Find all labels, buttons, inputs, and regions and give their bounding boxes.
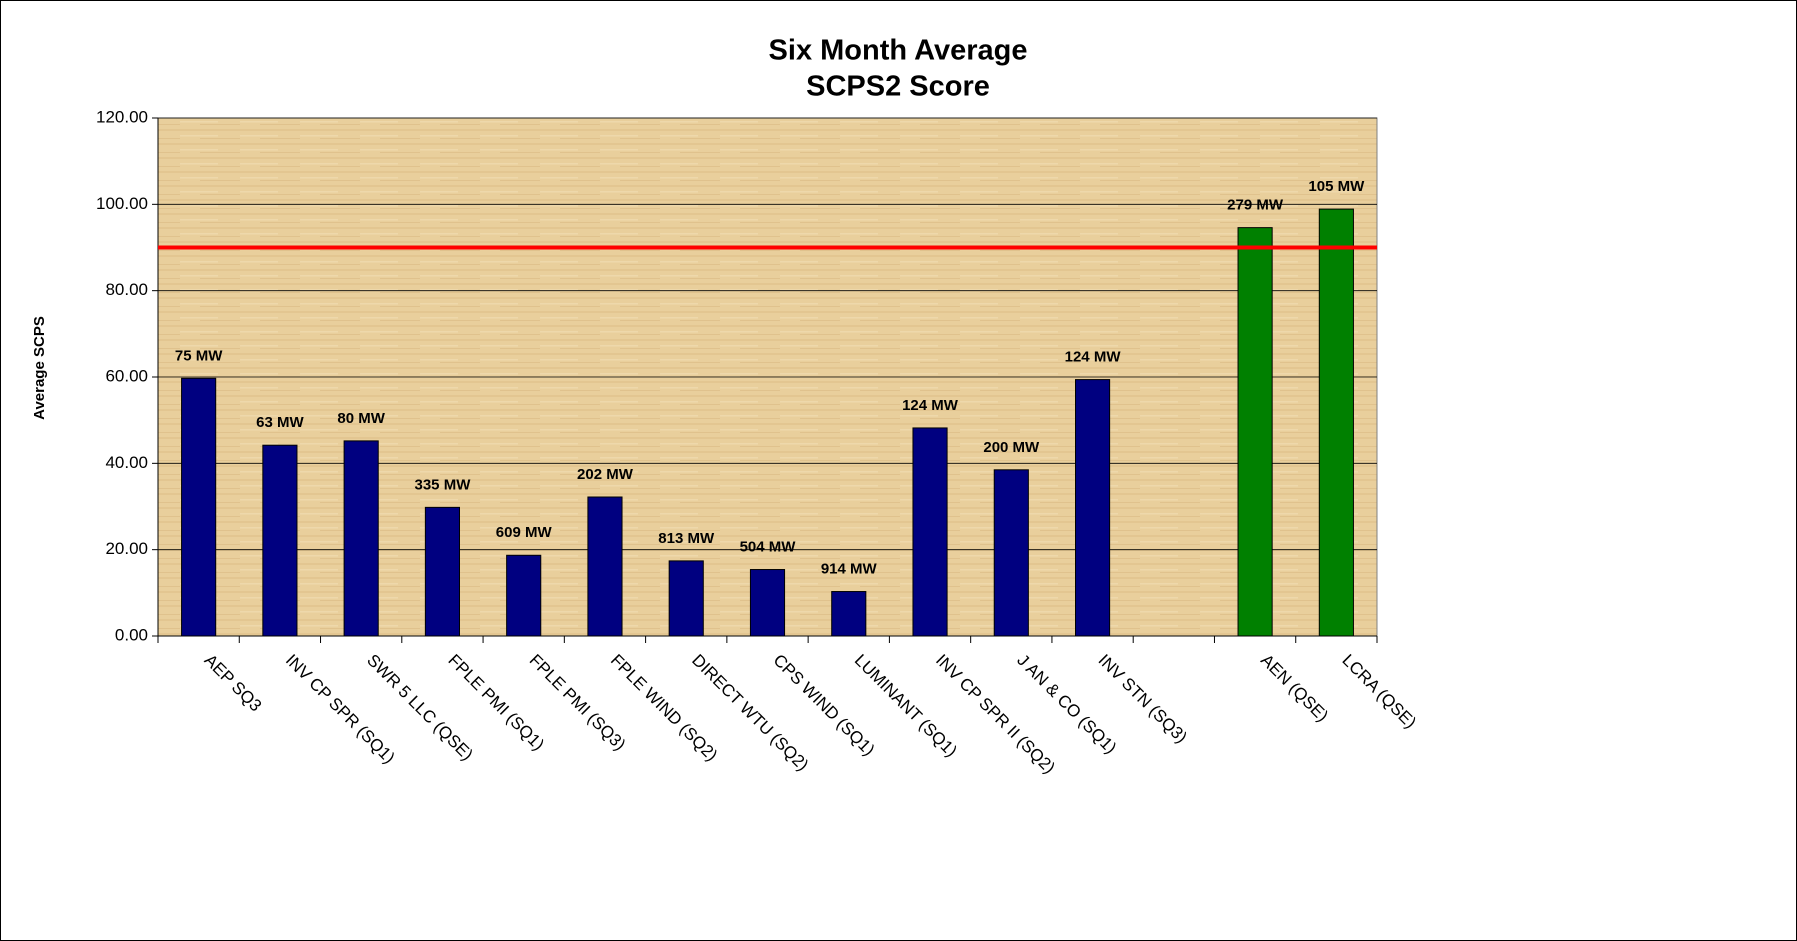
bar	[1075, 379, 1111, 637]
bar	[262, 444, 298, 637]
y-tick-label: 40.00	[105, 453, 148, 472]
chart-title: SCPS2 Score	[806, 71, 990, 103]
bar	[506, 554, 542, 637]
chart-title: Six Month Average	[769, 35, 1028, 67]
bar-annotation: 335 MW	[415, 476, 472, 493]
bar-annotation: 124 MW	[902, 397, 959, 414]
bar	[912, 427, 948, 637]
bar-annotation: 75 MW	[175, 347, 223, 364]
bar-annotation: 609 MW	[496, 524, 553, 541]
bar	[181, 377, 217, 637]
bar-annotation: 504 MW	[740, 538, 797, 555]
y-axis-label: Average SCPS	[31, 316, 48, 420]
y-tick-label: 0.00	[115, 625, 148, 644]
y-tick-label: 80.00	[105, 280, 148, 299]
bar-annotation: 200 MW	[983, 439, 1040, 456]
bar-annotation: 279 MW	[1227, 197, 1284, 214]
bar	[668, 560, 704, 637]
y-tick-label: 20.00	[105, 539, 148, 558]
y-tick-label: 120.00	[96, 107, 148, 126]
bar-annotation: 80 MW	[337, 410, 385, 427]
bar-annotation: 813 MW	[658, 530, 715, 547]
bar-annotation: 914 MW	[821, 561, 878, 578]
bar-annotation: 105 MW	[1308, 178, 1365, 195]
y-tick-label: 60.00	[105, 366, 148, 385]
bar	[424, 506, 460, 637]
y-tick-label: 100.00	[96, 194, 148, 213]
bar-annotation: 202 MW	[577, 466, 634, 483]
bar	[749, 569, 786, 637]
bar	[1318, 208, 1354, 637]
bar-annotation: 124 MW	[1065, 349, 1122, 366]
bar	[993, 469, 1029, 637]
bar-annotation: 63 MW	[256, 414, 304, 431]
bar	[587, 496, 623, 637]
bar	[1237, 227, 1273, 637]
bar	[343, 440, 379, 637]
bar	[831, 591, 867, 637]
